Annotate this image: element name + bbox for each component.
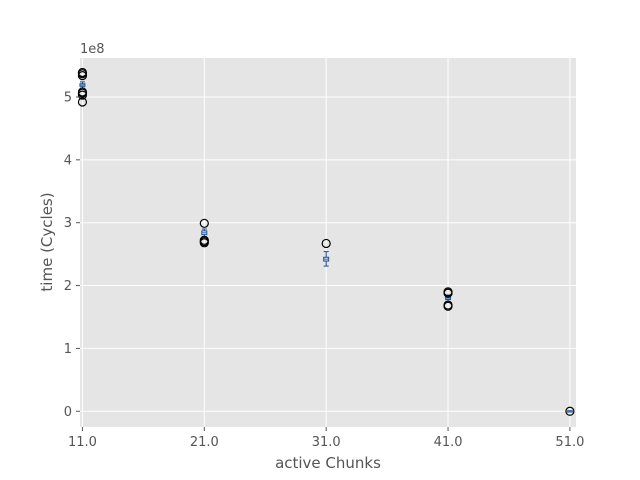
x-axis-label: active Chunks — [275, 454, 381, 472]
y-axis-label: time (Cycles) — [38, 192, 56, 291]
y-tick-label: 2 — [64, 279, 72, 294]
grid-lines — [80, 58, 576, 427]
x-axis-ticks: 11.0 21.0 31.0 41.0 51.0 — [68, 427, 584, 450]
y-axis-ticks: 0 1 2 3 4 5 — [64, 90, 80, 420]
flier-point — [199, 235, 209, 245]
box-51 — [565, 406, 575, 416]
flier-point — [443, 287, 453, 297]
flier-point — [77, 67, 88, 78]
box-group — [77, 67, 575, 416]
flier-point — [199, 218, 209, 228]
plot-area — [80, 58, 576, 427]
flier-point — [321, 238, 331, 249]
y-tick-label: 0 — [64, 405, 72, 420]
flier-point — [565, 406, 575, 416]
flier-point — [443, 300, 453, 310]
flier-point — [77, 87, 88, 97]
x-tick-label: 51.0 — [555, 435, 584, 450]
x-tick-label: 31.0 — [312, 435, 341, 450]
x-tick-label: 41.0 — [434, 435, 463, 450]
y-tick-label: 4 — [64, 153, 72, 168]
box-41 — [443, 287, 453, 311]
y-offset-label: 1e8 — [80, 42, 105, 57]
y-tick-label: 5 — [64, 90, 72, 105]
box-11 — [77, 67, 88, 107]
flier-point — [77, 97, 88, 107]
box-21 — [199, 218, 209, 248]
x-tick-label: 11.0 — [68, 435, 97, 450]
y-tick-label: 3 — [64, 216, 72, 231]
y-tick-label: 1 — [64, 342, 72, 357]
box-31 — [321, 238, 331, 267]
x-tick-label: 21.0 — [190, 435, 219, 450]
